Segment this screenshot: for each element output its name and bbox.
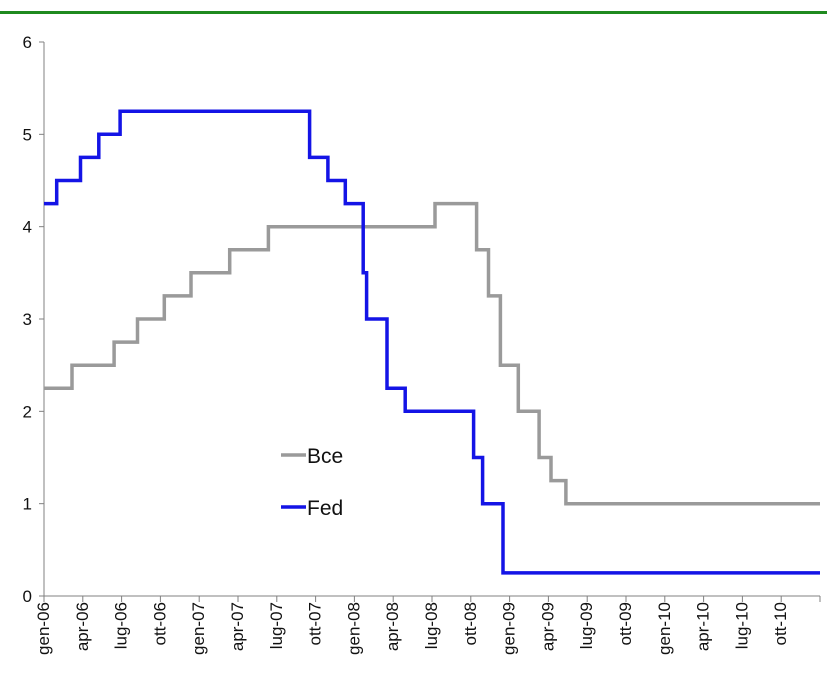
x-tick-label: apr-08 (383, 602, 402, 651)
y-tick-label: 1 (23, 495, 32, 514)
legend-label-fed: Fed (307, 497, 343, 520)
x-tick-label: ott-07 (306, 602, 325, 645)
x-tick-label: apr-07 (228, 602, 247, 651)
x-tick-label: gen-06 (34, 602, 53, 655)
y-tick-label: 3 (23, 310, 32, 329)
x-tick-label: ott-06 (150, 602, 169, 645)
x-tick-label: gen-07 (189, 602, 208, 655)
x-tick-label: lug-06 (112, 602, 131, 649)
y-tick-label: 4 (23, 218, 32, 237)
x-tick-label: apr-10 (694, 602, 713, 651)
legend-label-bce: Bce (307, 445, 343, 468)
x-tick-label: ott-08 (461, 602, 480, 645)
x-tick-label: ott-09 (616, 602, 635, 645)
x-tick-label: ott-10 (771, 602, 790, 645)
y-tick-label: 2 (23, 402, 32, 421)
y-tick-label: 0 (23, 587, 32, 606)
x-tick-label: lug-08 (422, 602, 441, 649)
x-tick-label: gen-09 (500, 602, 519, 655)
y-tick-label: 6 (23, 33, 32, 52)
x-tick-label: apr-09 (538, 602, 557, 651)
x-tick-label: apr-06 (73, 602, 92, 651)
x-tick-label: lug-09 (577, 602, 596, 649)
x-tick-label: lug-10 (732, 602, 751, 649)
y-tick-label: 5 (23, 125, 32, 144)
series-line-bce (44, 201, 820, 506)
x-tick-label: gen-08 (344, 602, 363, 655)
x-tick-label: lug-07 (267, 602, 286, 649)
series-line-fed (44, 109, 820, 575)
x-tick-label: gen-10 (655, 602, 674, 655)
top-rule (0, 11, 827, 14)
